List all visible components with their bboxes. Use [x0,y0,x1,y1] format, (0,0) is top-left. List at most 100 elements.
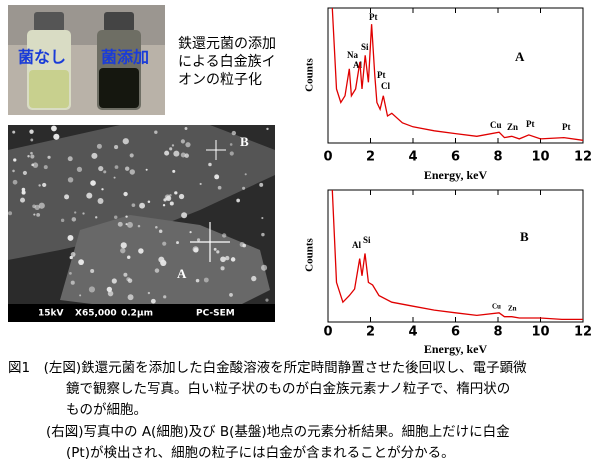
peak-label: Al [353,60,362,70]
particle [111,278,117,284]
y-axis-label: Counts [304,237,316,271]
plot-frame [327,7,584,144]
caption-line: 図1 (左図)鉄還元菌を添加した白金酸溶液を所定時間静置させた後回収し、電子顕微 [8,360,527,376]
peak-label: Al [352,240,361,250]
particle [162,241,167,246]
particle [229,151,234,156]
x-tick-label: 4 [408,325,417,340]
x-tick-label: 12 [574,150,592,165]
peak-label: Zn [508,305,517,313]
particle [230,257,236,262]
particle [67,177,74,183]
particle [53,133,60,140]
particle [29,129,34,134]
particle [70,252,76,257]
particle [169,201,174,206]
point-label: B [240,134,249,149]
peak-label: Pt [369,12,378,22]
particle [90,268,95,273]
particle [86,192,93,199]
particle [33,213,36,216]
particle [13,158,17,162]
particle [122,138,129,145]
particle [229,143,233,146]
particle [181,212,188,219]
x-tick-label: 0 [323,150,332,165]
particle [147,200,151,204]
particle [90,180,96,186]
x-tick-label: 2 [366,150,375,165]
particle [42,182,47,188]
particle [27,155,30,158]
caption-line: ものが細胞。 [66,402,147,418]
particle [47,155,51,159]
particle [217,185,222,190]
particle [64,194,70,200]
chart-label: B [520,229,529,244]
vial-photo [8,5,165,115]
particle [123,272,128,277]
peak-label: Pt [526,119,535,129]
particle [154,130,158,134]
particle [185,142,191,148]
particle [36,212,41,217]
x-axis-label: Energy, keV [424,342,488,356]
particle [261,264,268,271]
particle [261,232,265,237]
peak-label: Cu [490,120,502,130]
particle [106,286,113,293]
caption-line: (右図)写真中の A(細胞)及び B(基盤)地点の元素分析結果。細胞上だけに白金 [46,423,510,440]
chart-label: A [515,49,525,64]
peak-label: Cu [492,303,501,311]
particle [189,231,192,234]
particle [107,290,114,297]
vial-label: 菌なし [18,48,66,67]
caption-line: (Pt)が検出され、細胞の粒子には白金が含まれることが分かる。 [66,445,455,461]
particle [208,162,212,167]
particle [125,223,128,226]
particle [173,150,180,157]
particle [176,241,179,245]
particle [20,197,26,203]
particle [229,293,233,297]
particles [8,125,269,304]
particle [244,173,247,176]
particle [147,291,151,295]
x-tick-label: 10 [531,325,549,340]
particle [79,294,82,297]
particle [192,246,199,253]
particle [114,165,119,169]
particle [32,204,36,209]
particle [70,280,75,285]
particle [259,182,264,187]
particle [30,151,33,155]
peak-label: Cl [381,81,390,91]
particle [220,266,225,271]
sem-footer: 0.2μm [121,309,153,319]
particle [138,248,144,254]
particle [51,125,57,132]
sem-footer: X65,000 [75,309,117,319]
particle [162,203,166,207]
particle [126,255,131,260]
note-line: 鉄還元菌の添加 [178,36,276,52]
plot-frame [327,189,584,323]
y-axis-label: Counts [304,57,316,91]
particle [12,179,18,185]
particle [214,174,220,180]
particle [163,295,167,299]
particle [32,162,39,168]
x-tick-label: 0 [323,325,332,340]
particle [22,170,28,176]
x-axis-label: Energy, keV [424,168,488,182]
peak-label: Si [361,42,369,52]
spectrum [331,7,584,141]
particle [266,127,269,131]
x-tick-label: 8 [493,150,502,165]
particle [129,153,134,158]
particle [131,203,136,207]
particle [12,169,15,173]
particle [171,144,175,147]
particle [21,190,26,195]
